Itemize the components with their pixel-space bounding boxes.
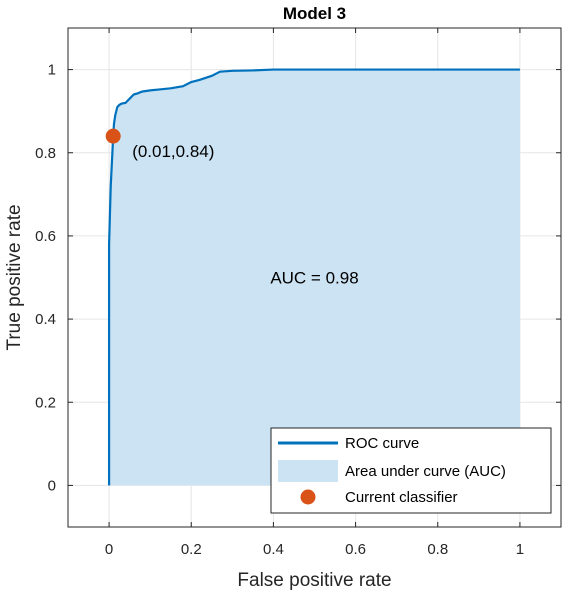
x-tick-label: 1 <box>516 541 524 558</box>
legend-swatch-classifier <box>300 489 316 505</box>
x-tick-label: 0.2 <box>181 541 202 558</box>
legend-label-auc: Area under curve (AUC) <box>345 463 506 480</box>
auc-annotation: AUC = 0.98 <box>270 269 358 288</box>
x-tick-label: 0.6 <box>345 541 366 558</box>
legend-label-classifier: Current classifier <box>345 489 458 506</box>
y-tick-label: 0.2 <box>35 394 56 411</box>
x-tick-label: 0 <box>105 541 113 558</box>
legend: ROC curve Area under curve (AUC) Current… <box>270 427 552 514</box>
y-tick-label: 0.6 <box>35 228 56 245</box>
auc-area <box>109 69 520 486</box>
legend-label-roc: ROC curve <box>345 435 419 452</box>
classifier-point-label: (0.01,0.84) <box>132 142 214 161</box>
chart-title: Model 3 <box>283 4 346 23</box>
legend-swatch-auc <box>278 460 338 482</box>
ticks: 0 0.2 0.4 0.6 0.8 1 0 0.2 0.4 0.6 0.8 1 <box>35 28 561 558</box>
roc-curve-line <box>107 68 520 486</box>
current-classifier-marker <box>105 128 121 144</box>
axes-box <box>67 27 562 528</box>
y-tick-label: 0 <box>48 477 56 494</box>
y-tick-label: 0.8 <box>35 145 56 162</box>
y-axis-label: True positive rate <box>4 204 25 350</box>
x-tick-label: 0.8 <box>427 541 448 558</box>
y-tick-label: 0.4 <box>35 311 56 328</box>
x-axis-label: False positive rate <box>237 570 391 591</box>
x-tick-label: 0.4 <box>263 541 284 558</box>
y-tick-label: 1 <box>48 62 56 79</box>
